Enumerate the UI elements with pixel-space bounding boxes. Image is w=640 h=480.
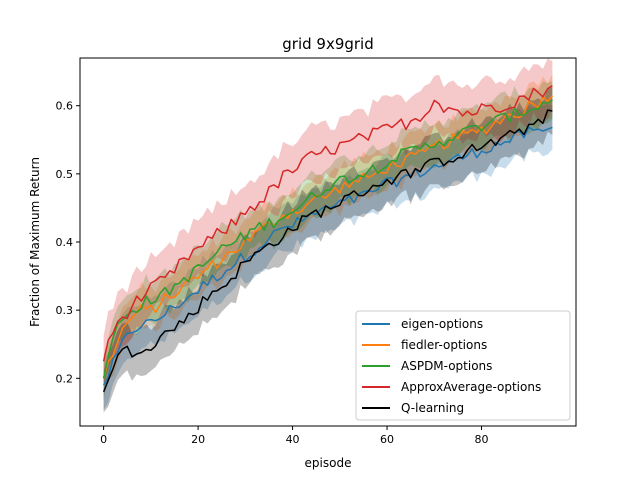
y-tick-label: 0.4 (56, 236, 74, 249)
series-line-q-learning (102, 109, 553, 393)
x-axis-ticks: 0 20 40 60 80 (100, 426, 489, 446)
y-tick-label: 0.6 (56, 100, 74, 113)
x-axis-label: episode (305, 456, 352, 470)
band-fiedler-options (103, 74, 553, 397)
series-line-fiedler-options (102, 95, 553, 379)
legend-label-fiedler-options: fiedler-options (401, 338, 487, 352)
series-lines (102, 84, 553, 393)
band-eigen-options (103, 104, 553, 411)
legend-label-approxaverage-options: ApproxAverage-options (401, 380, 541, 394)
series-line-aspdm-options (102, 99, 553, 379)
x-tick-label: 60 (380, 433, 394, 446)
band-q-learning (103, 86, 553, 413)
x-tick-label: 20 (191, 433, 205, 446)
band-approxaverage-options (103, 58, 553, 387)
y-tick-label: 0.5 (56, 168, 74, 181)
legend-label-aspdm-options: ASPDM-options (401, 359, 492, 373)
x-tick-label: 0 (100, 433, 107, 446)
y-tick-label: 0.2 (56, 372, 74, 385)
series-line-approxaverage-options (102, 84, 553, 362)
legend: eigen-options fiedler-options ASPDM-option… (355, 310, 571, 421)
y-tick-label: 0.3 (56, 304, 74, 317)
legend-box (355, 310, 571, 421)
legend-label-eigen-options: eigen-options (401, 317, 483, 331)
x-tick-label: 40 (286, 433, 300, 446)
y-axis-label: Fraction of Maximum Return (28, 157, 42, 327)
legend-label-q-learning: Q-learning (401, 401, 464, 415)
x-tick-label: 80 (475, 433, 489, 446)
chart-title: grid 9x9grid (282, 35, 374, 53)
y-axis-ticks: 0.2 0.3 0.4 0.5 0.6 (56, 100, 80, 385)
